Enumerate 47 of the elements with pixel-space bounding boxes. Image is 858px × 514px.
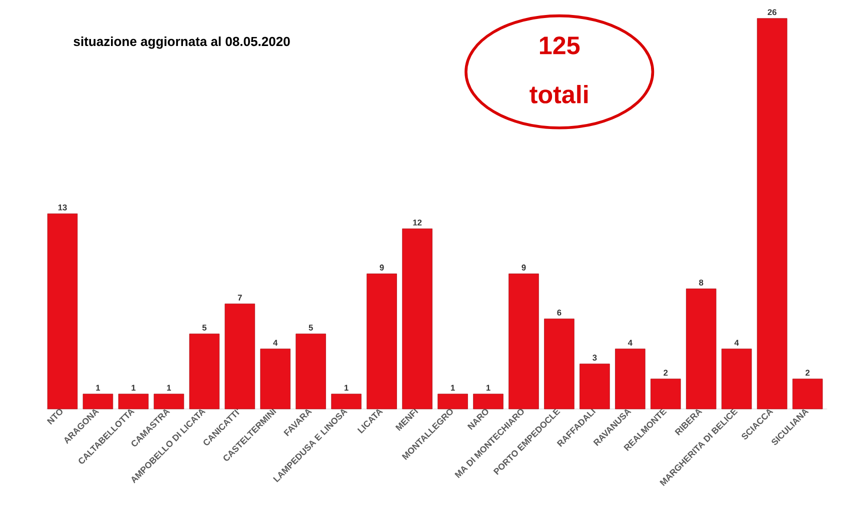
data-label: 4 (628, 340, 632, 346)
data-label: 2 (664, 370, 668, 376)
data-label: 1 (96, 385, 100, 391)
bar (118, 394, 149, 410)
data-label: 7 (238, 294, 242, 301)
bar (544, 318, 574, 410)
data-label: 5 (308, 324, 313, 331)
data-label: 6 (557, 310, 562, 316)
data-label: 12 (413, 220, 422, 226)
bar (508, 274, 539, 410)
data-label: 5 (202, 324, 206, 331)
bar (438, 394, 468, 410)
bar (82, 394, 114, 410)
data-label: 1 (167, 385, 172, 391)
bar (189, 334, 220, 410)
bar (402, 228, 432, 410)
data-label: 1 (132, 385, 136, 391)
data-label: 26 (768, 9, 776, 16)
bar (722, 348, 752, 410)
bar (615, 348, 646, 410)
bar (650, 378, 681, 410)
bar (47, 214, 78, 410)
data-label: 9 (380, 264, 384, 271)
bar (296, 334, 326, 410)
text: situazione aggiornata al 08.05.2020 (74, 36, 290, 49)
data-label: 1 (450, 385, 455, 391)
data-label: 1 (344, 385, 348, 391)
data-label: 3 (592, 354, 597, 361)
bar (260, 348, 290, 410)
data-label: 9 (522, 264, 526, 271)
bar (473, 394, 504, 410)
bar (224, 304, 255, 410)
bar (756, 18, 788, 410)
data-label: 1 (486, 385, 490, 391)
data-label: 2 (806, 370, 810, 376)
annotation: totali (530, 85, 588, 104)
bar (580, 364, 610, 410)
data-label: 13 (58, 204, 67, 211)
bar (792, 378, 823, 410)
data-label: 4 (734, 340, 739, 346)
bar (366, 274, 397, 410)
data-label: 4 (273, 340, 278, 346)
data-label: 8 (699, 280, 704, 286)
bar (331, 394, 362, 410)
bar (154, 394, 184, 410)
annotation: 125 (540, 36, 580, 55)
bar (686, 288, 716, 410)
